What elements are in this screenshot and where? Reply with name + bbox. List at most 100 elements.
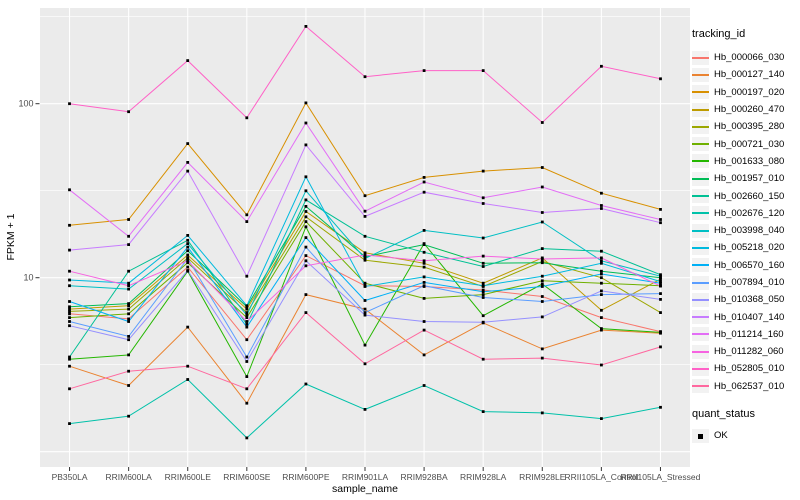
data-point[interactable] <box>659 274 662 278</box>
data-point[interactable] <box>422 243 426 246</box>
data-point[interactable] <box>363 75 367 79</box>
data-point[interactable] <box>304 25 308 28</box>
data-point[interactable] <box>422 281 426 284</box>
data-point[interactable] <box>363 307 367 311</box>
data-point[interactable] <box>127 304 130 308</box>
data-point[interactable] <box>600 363 603 367</box>
data-point[interactable] <box>659 221 662 225</box>
data-point[interactable] <box>245 220 249 223</box>
data-point[interactable] <box>540 220 544 224</box>
data-point[interactable] <box>186 238 190 242</box>
data-point[interactable] <box>540 274 544 278</box>
data-point[interactable] <box>422 320 426 323</box>
data-point[interactable] <box>540 295 544 298</box>
data-point[interactable] <box>245 322 249 326</box>
data-point[interactable] <box>186 161 190 164</box>
legend-item[interactable]: Hb_002660_150 <box>692 187 800 204</box>
data-point[interactable] <box>540 166 544 169</box>
data-point[interactable] <box>600 281 603 285</box>
data-point[interactable] <box>186 378 190 381</box>
data-point[interactable] <box>304 236 308 239</box>
data-point[interactable] <box>659 292 662 295</box>
data-point[interactable] <box>363 299 367 302</box>
data-point[interactable] <box>363 194 367 198</box>
legend-item[interactable]: Hb_011282_060 <box>692 343 800 360</box>
data-point[interactable] <box>540 356 544 360</box>
legend-item[interactable]: Hb_011214_160 <box>692 326 800 343</box>
data-point[interactable] <box>363 311 367 314</box>
data-point[interactable] <box>245 304 249 308</box>
data-point[interactable] <box>127 384 130 387</box>
data-point[interactable] <box>363 285 367 288</box>
data-point[interactable] <box>68 223 71 227</box>
data-point[interactable] <box>304 198 308 202</box>
data-point[interactable] <box>245 320 249 323</box>
data-point[interactable] <box>600 191 603 195</box>
data-point[interactable] <box>659 276 662 280</box>
data-point[interactable] <box>540 315 544 319</box>
data-point[interactable] <box>127 338 130 342</box>
data-point[interactable] <box>422 69 426 72</box>
data-point[interactable] <box>363 253 367 257</box>
data-point[interactable] <box>68 422 71 425</box>
data-point[interactable] <box>659 311 662 314</box>
data-point[interactable] <box>481 296 485 299</box>
data-point[interactable] <box>186 142 190 145</box>
data-point[interactable] <box>68 188 71 192</box>
data-point[interactable] <box>540 121 544 124</box>
data-point[interactable] <box>600 269 603 273</box>
data-point[interactable] <box>186 234 190 237</box>
data-point[interactable] <box>659 218 662 221</box>
data-point[interactable] <box>127 110 130 114</box>
legend-item[interactable]: Hb_010368_050 <box>692 291 800 308</box>
data-point[interactable] <box>186 253 190 257</box>
legend-item[interactable]: Hb_000197_020 <box>692 84 800 101</box>
data-point[interactable] <box>422 284 426 288</box>
data-point[interactable] <box>481 69 485 72</box>
data-point[interactable] <box>186 245 190 249</box>
data-point[interactable] <box>363 257 367 260</box>
data-point[interactable] <box>304 210 308 213</box>
data-point[interactable] <box>127 320 130 323</box>
data-point[interactable] <box>245 307 249 311</box>
legend-item[interactable]: Hb_007894_010 <box>692 274 800 291</box>
data-point[interactable] <box>422 176 426 179</box>
data-point[interactable] <box>304 264 308 268</box>
data-point[interactable] <box>245 355 249 359</box>
legend-item[interactable]: Hb_000395_280 <box>692 118 800 135</box>
data-point[interactable] <box>68 355 71 359</box>
data-point[interactable] <box>659 77 662 81</box>
data-point[interactable] <box>68 312 71 316</box>
data-point[interactable] <box>304 293 308 296</box>
legend-item[interactable]: Hb_052805_010 <box>692 360 800 377</box>
data-point[interactable] <box>127 312 130 316</box>
data-point[interactable] <box>422 261 426 265</box>
data-point[interactable] <box>481 169 485 173</box>
data-point[interactable] <box>127 317 130 321</box>
data-point[interactable] <box>68 364 71 368</box>
data-point[interactable] <box>540 185 544 189</box>
data-point[interactable] <box>422 265 426 269</box>
data-point[interactable] <box>363 408 367 411</box>
data-point[interactable] <box>540 211 544 214</box>
data-point[interactable] <box>186 242 190 245</box>
data-point[interactable] <box>600 316 603 319</box>
legend-item[interactable]: Hb_000260_470 <box>692 101 800 118</box>
data-point[interactable] <box>540 261 544 265</box>
legend-item[interactable]: Hb_000127_140 <box>692 66 800 83</box>
data-point[interactable] <box>127 234 130 238</box>
data-point[interactable] <box>245 375 249 378</box>
data-point[interactable] <box>304 245 308 249</box>
data-point[interactable] <box>422 259 426 263</box>
data-point[interactable] <box>659 405 662 409</box>
data-point[interactable] <box>304 225 308 229</box>
data-point[interactable] <box>304 143 308 147</box>
data-point[interactable] <box>481 320 485 324</box>
legend-item[interactable]: Hb_005218_020 <box>692 239 800 256</box>
data-point[interactable] <box>540 257 544 261</box>
legend-item[interactable]: Hb_001957_010 <box>692 170 800 187</box>
data-point[interactable] <box>304 175 308 179</box>
data-point[interactable] <box>245 387 249 391</box>
data-point[interactable] <box>600 64 603 68</box>
data-point[interactable] <box>186 269 190 272</box>
